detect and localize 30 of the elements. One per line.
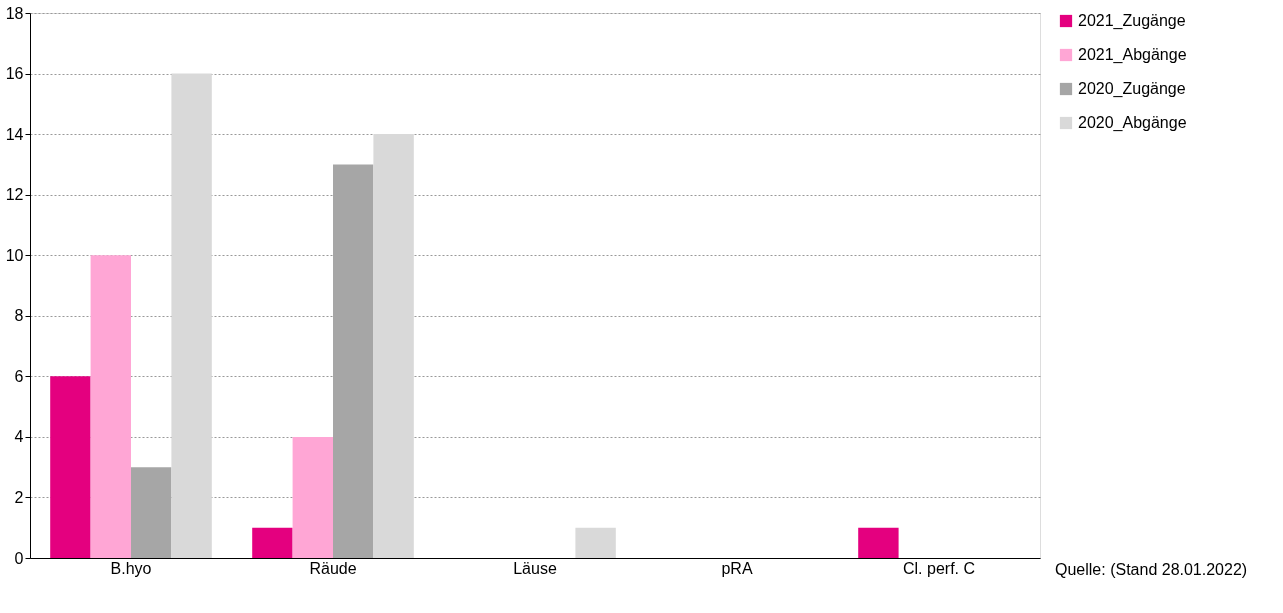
bar: [575, 527, 616, 558]
bar: [333, 164, 374, 558]
y-tick-label: 10: [5, 246, 24, 264]
x-tick-label: pRA: [721, 559, 753, 577]
source-note: Quelle: (Stand 28.01.2022): [1055, 561, 1248, 578]
y-tick-label: 14: [5, 125, 24, 143]
bar: [292, 436, 333, 558]
legend-label: 2021_Abgänge: [1078, 46, 1187, 64]
bar: [90, 255, 131, 558]
bar: [373, 134, 414, 558]
y-tick-label: 0: [14, 549, 24, 567]
bar: [131, 467, 172, 558]
y-tick-label: 2: [14, 488, 24, 506]
x-tick-label: Läuse: [513, 559, 557, 577]
y-tick-label: 18: [5, 4, 24, 22]
bar: [858, 527, 899, 558]
y-tick-label: 6: [14, 367, 24, 385]
y-tick-label: 8: [14, 307, 24, 325]
x-tick-label: B.hyo: [110, 559, 152, 577]
legend-label: 2020_Zugänge: [1078, 80, 1186, 98]
y-tick-label: 16: [5, 65, 24, 83]
legend-label: 2021_Zugänge: [1078, 12, 1186, 30]
bar: [50, 376, 91, 558]
x-tick-label: Cl. perf. C: [902, 559, 976, 577]
y-tick-label: 4: [14, 428, 24, 446]
bar: [171, 73, 212, 558]
y-tick-label: 12: [5, 186, 24, 204]
legend-label: 2020_Abgänge: [1078, 114, 1187, 132]
bar: [252, 527, 293, 558]
x-tick-label: Räude: [309, 559, 357, 577]
